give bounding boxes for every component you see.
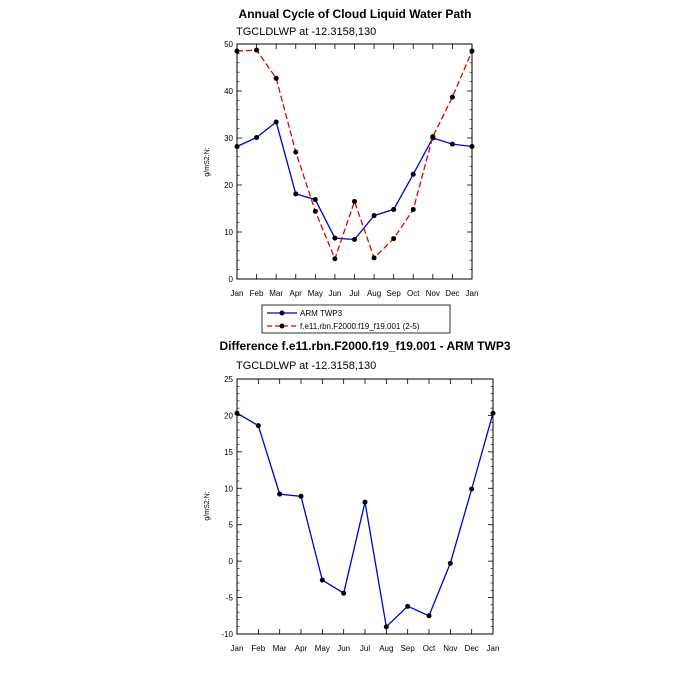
chart2-series-0-point <box>447 560 453 566</box>
chart1-ytick-label: 40 <box>224 87 233 96</box>
chart1-series-1-point <box>273 75 279 81</box>
chart2-xtick-label: May <box>315 644 330 653</box>
chart1-xtick-label: Jul <box>349 289 359 298</box>
chart2-series-0-point <box>255 423 261 429</box>
chart2-ytick-label: 20 <box>224 411 233 420</box>
chart1-series-0-point <box>449 141 455 147</box>
chart1-series-0-point <box>234 143 240 149</box>
chart1-ytick-label: 20 <box>224 181 233 190</box>
chart1-series-1-point <box>430 134 436 140</box>
chart1-xtick-label: May <box>308 289 323 298</box>
chart1-series-1-point <box>254 47 260 53</box>
chart1-series-1-point <box>234 48 240 54</box>
chart2-title: Difference f.e11.rbn.F2000.f19_f19.001 -… <box>220 339 511 353</box>
chart1-xtick-label: Sep <box>387 289 402 298</box>
chart2-series-0-point <box>469 486 475 492</box>
chart1-series-1-point <box>410 206 416 212</box>
chart2-xtick-label: Jun <box>337 644 350 653</box>
chart2-series-0-point <box>298 493 304 499</box>
chart1-plot-area: 0 10 20 30 40 50 Jan Feb Mar Apr May Jun Jul Aug Sep Oc… <box>224 40 478 298</box>
chart2-xtick-label: Feb <box>251 644 265 653</box>
chart2-ytick-label: -10 <box>221 630 233 639</box>
chart2-ytick-label: 15 <box>224 448 233 457</box>
chart2-xtick-label: Oct <box>423 644 436 653</box>
chart2-xtick-label: Jul <box>360 644 370 653</box>
chart2-xtick-label: Dec <box>465 644 479 653</box>
chart2-ytick-label: 10 <box>224 484 233 493</box>
chart1-xtick-label: Aug <box>367 289 381 298</box>
chart2-xtick-label: Nov <box>443 644 457 653</box>
chart1-series-0-point <box>371 213 377 219</box>
chart1-frame <box>236 43 473 280</box>
chart2-ytick-label: 0 <box>229 557 234 566</box>
chart2-series-0-point <box>362 499 368 505</box>
chart1-series-0-point <box>312 197 318 203</box>
chart2-y-axis-label: g/mS2:N: <box>204 491 211 520</box>
chart1-title: Annual Cycle of Cloud Liquid Water Path <box>239 7 472 21</box>
chart1-xtick-label: Oct <box>407 289 420 298</box>
chart1-series-0-line <box>236 120 473 241</box>
chart1-series-0-point <box>391 206 397 212</box>
chart1-ytick-label: 50 <box>224 40 233 49</box>
chart1-series-0-point <box>332 235 338 241</box>
chart2-series-0-point <box>234 410 240 416</box>
chart2-xtick-label: Aug <box>379 644 393 653</box>
legend-label-model: f.e11.rbn.F2000.f19_f19.001 (2-5) <box>300 322 420 331</box>
chart2-plot-area: -10 -5 0 5 10 15 20 25 Jan Feb Mar Apr May Jun Jul Aug S… <box>221 375 499 653</box>
chart1-ytick-label: 30 <box>224 134 233 143</box>
chart1-ytick-label: 0 <box>229 275 234 284</box>
chart1-xtick-label: Jan <box>231 289 244 298</box>
chart1-xtick-label: Nov <box>426 289 440 298</box>
chart1-series-1-point <box>371 255 377 261</box>
legend-label-arm: ARM TWP3 <box>300 309 343 318</box>
chart1-xtick-label: Mar <box>269 289 283 298</box>
chart1-series-1-point <box>312 208 318 214</box>
chart2-series-0-point <box>383 624 389 630</box>
chart2-series-0-point <box>405 603 411 609</box>
chart2-series-0-point <box>277 491 283 497</box>
chart1-series-0-point <box>293 191 299 197</box>
chart2-xtick-label: Jan <box>231 644 244 653</box>
chart2-frame <box>236 378 494 635</box>
chart2-series-0-point <box>341 590 347 596</box>
chart2-xtick-label: Jan <box>487 644 500 653</box>
chart1-series-0-point <box>254 135 260 141</box>
chart2-series-0-point <box>319 577 325 583</box>
chart1-series-1-line <box>236 49 473 261</box>
chart2-xtick-label: Apr <box>295 644 308 653</box>
chart1-xtick-label: Dec <box>445 289 459 298</box>
chart2-xtick-label: Sep <box>401 644 416 653</box>
legend-box <box>261 304 451 334</box>
legend-marker-model <box>279 323 285 329</box>
chart2-subtitle: TGCLDLWP at -12.3158,130 <box>236 360 376 372</box>
chart1-series-1-point <box>469 48 475 54</box>
chart2-ytick-label: -5 <box>226 594 234 603</box>
chart1-series-1-point <box>352 198 357 204</box>
chart2-ytick-label: 5 <box>229 521 234 530</box>
chart1-xtick-label: Feb <box>250 289 264 298</box>
chart2-series-0-line <box>236 412 494 629</box>
chart1-series-1-point <box>391 236 397 242</box>
chart1-legend: ARM TWP3 f.e11.rbn.F2000.f19_f19.001 (2-… <box>261 304 451 334</box>
chart1-xtick-label: Jan <box>466 289 479 298</box>
chart2-ytick-label: 25 <box>224 375 233 384</box>
chart1-xtick-label: Jun <box>328 289 341 298</box>
chart1-series-0-point <box>410 171 416 177</box>
chart1-series-1-point <box>449 94 455 100</box>
chart1-series-1-point <box>332 256 338 262</box>
chart1-y-axis-label: g/mS2:N: <box>204 147 211 176</box>
chart2-xtick-label: Mar <box>273 644 287 653</box>
chart1-xtick-label: Apr <box>290 289 303 298</box>
chart1-subtitle: TGCLDLWP at -12.3158,130 <box>236 26 376 38</box>
chart1-series-0-point <box>352 237 357 243</box>
chart2-series-0-point <box>490 410 496 416</box>
chart1-series-0-point <box>469 143 475 149</box>
legend-marker-arm <box>279 310 285 316</box>
chart2-series-0-point <box>426 613 432 619</box>
chart1-series-0-point <box>273 119 279 125</box>
chart1-series-1-point <box>293 149 299 155</box>
chart1-ytick-label: 10 <box>224 228 233 237</box>
